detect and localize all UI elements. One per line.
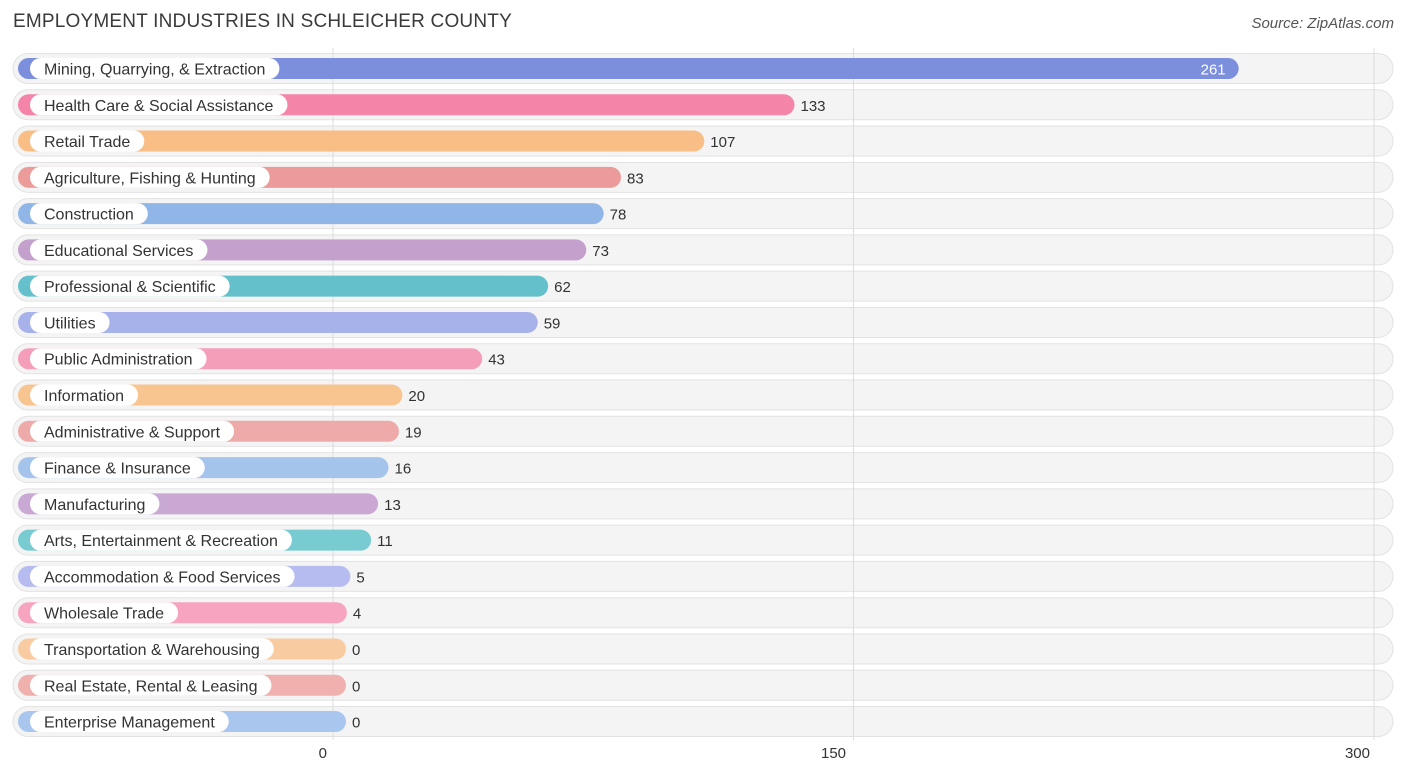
label-pill-agriculture-fishing-hunting — [30, 166, 270, 188]
value-label: 133 — [801, 98, 826, 115]
label-pill-enterprise-management — [30, 711, 229, 733]
label-pill-public-administration — [30, 348, 207, 370]
label-pill-health-care-social-assistance — [30, 94, 288, 116]
category-label: Accommodation & Food Services — [44, 569, 281, 586]
value-label: 73 — [592, 243, 609, 260]
value-label: 0 — [352, 642, 360, 659]
bar-construction — [18, 203, 604, 225]
category-label: Public Administration — [44, 352, 193, 369]
label-pill-information — [30, 384, 139, 406]
label-pill-administrative-support — [30, 420, 235, 442]
row-background — [12, 597, 1394, 629]
category-label: Utilities — [44, 315, 96, 332]
bar-utilities — [18, 311, 538, 333]
row-background — [12, 669, 1394, 701]
x-tick-label: 0 — [319, 745, 327, 762]
category-label: Educational Services — [44, 243, 193, 260]
bar-retail-trade — [18, 130, 705, 152]
bar-mining-quarrying-extraction — [18, 58, 1239, 79]
x-tick-label: 150 — [821, 745, 846, 762]
category-label: Administrative & Support — [44, 424, 221, 441]
chart-title: EMPLOYMENT INDUSTRIES IN SCHLEICHER COUN… — [13, 11, 512, 32]
category-label: Transportation & Warehousing — [44, 642, 260, 659]
value-label: 11 — [377, 533, 393, 550]
value-label: 43 — [488, 352, 505, 369]
category-label: Agriculture, Fishing & Hunting — [44, 170, 256, 187]
label-pill-professional-scientific — [30, 275, 230, 297]
value-label: 20 — [408, 388, 425, 405]
label-pill-mining-quarrying-extraction — [30, 58, 280, 79]
value-label: 62 — [554, 279, 571, 296]
label-pill-utilities — [30, 311, 110, 333]
label-pill-construction — [30, 203, 148, 225]
row-background — [12, 633, 1394, 665]
category-label: Arts, Entertainment & Recreation — [44, 533, 278, 550]
category-label: Wholesale Trade — [44, 606, 164, 623]
label-pill-arts-entertainment-recreation — [30, 529, 292, 551]
row-background — [12, 560, 1394, 592]
category-label: Health Care & Social Assistance — [44, 98, 274, 115]
label-pill-accommodation-food-services — [30, 565, 295, 587]
value-label: 0 — [352, 715, 360, 732]
label-pill-wholesale-trade — [30, 602, 179, 624]
label-pill-manufacturing — [30, 493, 160, 515]
category-label: Retail Trade — [44, 134, 130, 151]
value-label: 5 — [356, 569, 364, 586]
label-pill-real-estate-rental-leasing — [30, 674, 272, 696]
category-label: Mining, Quarrying, & Extraction — [44, 62, 265, 79]
category-label: Construction — [44, 207, 134, 224]
label-pill-retail-trade — [30, 130, 145, 152]
category-label: Information — [44, 388, 124, 405]
value-label: 13 — [384, 497, 401, 514]
category-label: Finance & Insurance — [44, 461, 191, 478]
value-label: 0 — [352, 678, 360, 695]
label-pill-finance-insurance — [30, 457, 205, 479]
value-label: 4 — [353, 606, 361, 623]
category-label: Enterprise Management — [44, 715, 215, 732]
source-label: Source: ZipAtlas.com — [1251, 15, 1394, 32]
value-label: 83 — [627, 170, 644, 187]
value-label: 78 — [610, 207, 627, 224]
value-label: 16 — [395, 461, 412, 478]
category-label: Real Estate, Rental & Leasing — [44, 678, 257, 695]
row-background — [12, 706, 1394, 738]
value-label: 19 — [405, 424, 422, 441]
category-label: Professional & Scientific — [44, 279, 216, 296]
label-pill-transportation-warehousing — [30, 638, 274, 660]
label-pill-educational-services — [30, 239, 208, 261]
category-label: Manufacturing — [44, 497, 145, 514]
value-label: 261 — [1201, 62, 1226, 79]
value-label: 59 — [544, 315, 561, 332]
x-tick-label: 300 — [1345, 745, 1370, 762]
value-label: 107 — [710, 134, 735, 151]
